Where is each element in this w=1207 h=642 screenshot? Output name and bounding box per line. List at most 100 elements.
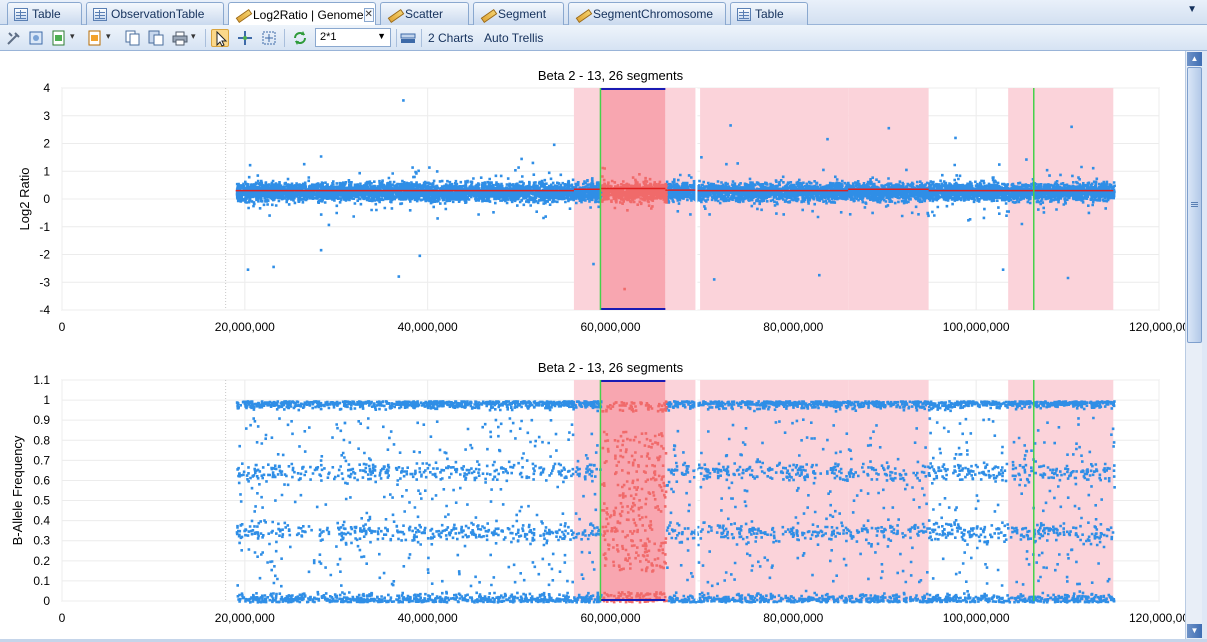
x-tick-label: 100,000,000 <box>943 320 1010 334</box>
zoom-box-icon[interactable] <box>260 29 278 47</box>
y-tick-label: 0 <box>43 192 50 206</box>
chevron-down-icon: ▼ <box>377 31 386 41</box>
data-points <box>235 400 1116 604</box>
toolbar-separator <box>205 29 206 47</box>
copy-icon[interactable] <box>123 29 141 47</box>
table-icon <box>93 7 107 21</box>
vertical-scrollbar[interactable]: ▲ ▼ <box>1185 51 1202 639</box>
scroll-up-icon[interactable]: ▲ <box>1187 52 1202 66</box>
tab-observation-table[interactable]: ObservationTable <box>86 2 224 25</box>
x-tick-label: 80,000,000 <box>763 611 823 625</box>
x-tick-label: 20,000,000 <box>215 611 275 625</box>
selected-scatter-points <box>600 400 668 604</box>
highlight-region <box>600 380 666 601</box>
y-tick-label: 0.1 <box>33 574 50 588</box>
x-tick-label: 80,000,000 <box>763 320 823 334</box>
toolbar-separator <box>284 29 285 47</box>
tab-table[interactable]: Table <box>7 2 82 25</box>
y-tick-label: 0.5 <box>33 494 50 508</box>
tab-scatter[interactable]: Scatter <box>380 2 469 25</box>
table-icon <box>14 7 28 21</box>
two-charts-button[interactable]: 2 Charts <box>428 31 474 45</box>
y-axis-label: B-Allele Frequency <box>10 435 25 545</box>
x-tick-label: 0 <box>59 611 66 625</box>
tab-label: ObservationTable <box>111 7 205 21</box>
chart-title: Beta 2 - 13, 26 segments <box>538 360 684 375</box>
x-tick-label: 0 <box>59 320 66 334</box>
scrollbar-thumb[interactable] <box>1187 67 1202 343</box>
highlight-region <box>700 380 849 601</box>
status-strip <box>0 639 1207 642</box>
export-image-icon[interactable] <box>86 29 111 47</box>
x-tick-label: 20,000,000 <box>215 320 275 334</box>
selected-scatter-points <box>600 166 668 291</box>
tab-list-dropdown-icon[interactable]: ▼ <box>1187 4 1197 15</box>
highlight-region <box>1008 380 1114 601</box>
trellis-chart-area[interactable]: Beta 2 - 13, 26 segments Log2 Ratio -4 -3 -2… <box>0 51 1185 639</box>
chart-title: Beta 2 - 13, 26 segments <box>538 68 684 83</box>
y-tick-label: 0.2 <box>33 554 50 568</box>
paste-icon[interactable] <box>147 29 165 47</box>
close-tab-icon[interactable]: ✕ <box>363 7 374 22</box>
tab-segment-chromosome[interactable]: SegmentChromosome <box>568 2 726 25</box>
x-tick-label: 40,000,000 <box>398 320 458 334</box>
export-excel-icon[interactable] <box>50 29 75 47</box>
y-tick-label: 1 <box>43 164 50 178</box>
tab-label: Scatter <box>405 7 444 21</box>
y-axis-label: Log2 Ratio <box>17 168 32 231</box>
y-tick-label: 3 <box>43 109 50 123</box>
y-tick-label: -4 <box>39 303 50 317</box>
pen-chart-icon <box>575 8 589 21</box>
charts-canvas[interactable]: Beta 2 - 13, 26 segments Log2 Ratio -4 -3 -2… <box>0 51 1185 639</box>
zoom-extent-icon[interactable] <box>27 29 45 47</box>
x-tick-label: 60,000,000 <box>580 320 640 334</box>
tab-label: Table <box>755 7 784 21</box>
tab-label: SegmentChromosome <box>593 7 714 21</box>
y-tick-label: 0.6 <box>33 473 50 487</box>
toolbar-separator <box>396 29 397 47</box>
tab-label: Table <box>32 7 61 21</box>
y-tick-label: -2 <box>39 248 50 262</box>
chart-panel-1: Beta 2 - 13, 26 segments Log2 Ratio -4 -3 -2… <box>17 68 1185 334</box>
y-tick-label: 0.8 <box>33 433 50 447</box>
y-tick-label: -1 <box>39 220 50 234</box>
y-tick-label: 0.3 <box>33 534 50 548</box>
highlight-region <box>573 380 601 601</box>
x-tick-label: 120,000,00 <box>1129 320 1185 334</box>
scroll-down-icon[interactable]: ▼ <box>1187 624 1202 638</box>
y-tick-label: 0.7 <box>33 453 50 467</box>
y-tick-label: -3 <box>39 275 50 289</box>
pan-tool-icon[interactable] <box>236 29 254 47</box>
tab-table-2[interactable]: Table <box>730 2 808 25</box>
document-tab-bar: Table ObservationTable Log2Ratio | Genom… <box>0 0 1207 26</box>
table-icon <box>737 7 751 21</box>
x-tick-label: 40,000,000 <box>398 611 458 625</box>
select-pointer-icon[interactable] <box>211 29 229 47</box>
tab-segment[interactable]: Segment <box>473 2 564 25</box>
x-tick-label: 60,000,000 <box>580 611 640 625</box>
layout-rows-icon[interactable] <box>399 29 417 47</box>
refresh-icon[interactable] <box>291 29 309 47</box>
pen-chart-icon <box>387 8 401 21</box>
properties-tool-icon[interactable] <box>5 29 23 47</box>
highlight-region <box>665 380 697 601</box>
pen-chart-icon <box>480 8 494 21</box>
x-tick-label: 100,000,000 <box>943 611 1010 625</box>
print-icon[interactable] <box>171 29 196 47</box>
y-tick-label: 2 <box>43 137 50 151</box>
trellis-layout-select[interactable]: 2*1 ▼ <box>315 28 391 47</box>
tab-log2ratio-genome[interactable]: Log2Ratio | Genome ✕ <box>228 2 376 26</box>
chart-panel-2: Beta 2 - 13, 26 segments B-Allele Frequen… <box>10 360 1185 625</box>
x-tick-label: 120,000,00 <box>1129 611 1185 625</box>
trellis-layout-value: 2*1 <box>320 31 337 43</box>
y-tick-label: 0 <box>43 594 50 608</box>
tab-label: Segment <box>498 7 547 21</box>
y-tick-label: 4 <box>43 81 50 95</box>
y-tick-label: 0.9 <box>33 413 50 427</box>
toolbar-separator <box>421 29 422 47</box>
pen-chart-icon <box>235 8 249 21</box>
y-tick-label: 0.4 <box>33 514 50 528</box>
auto-trellis-button[interactable]: Auto Trellis <box>484 31 544 45</box>
tab-label: Log2Ratio | Genome <box>253 7 364 22</box>
chart-toolbar: 2*1 ▼ 2 Charts Auto Trellis <box>0 25 1207 51</box>
